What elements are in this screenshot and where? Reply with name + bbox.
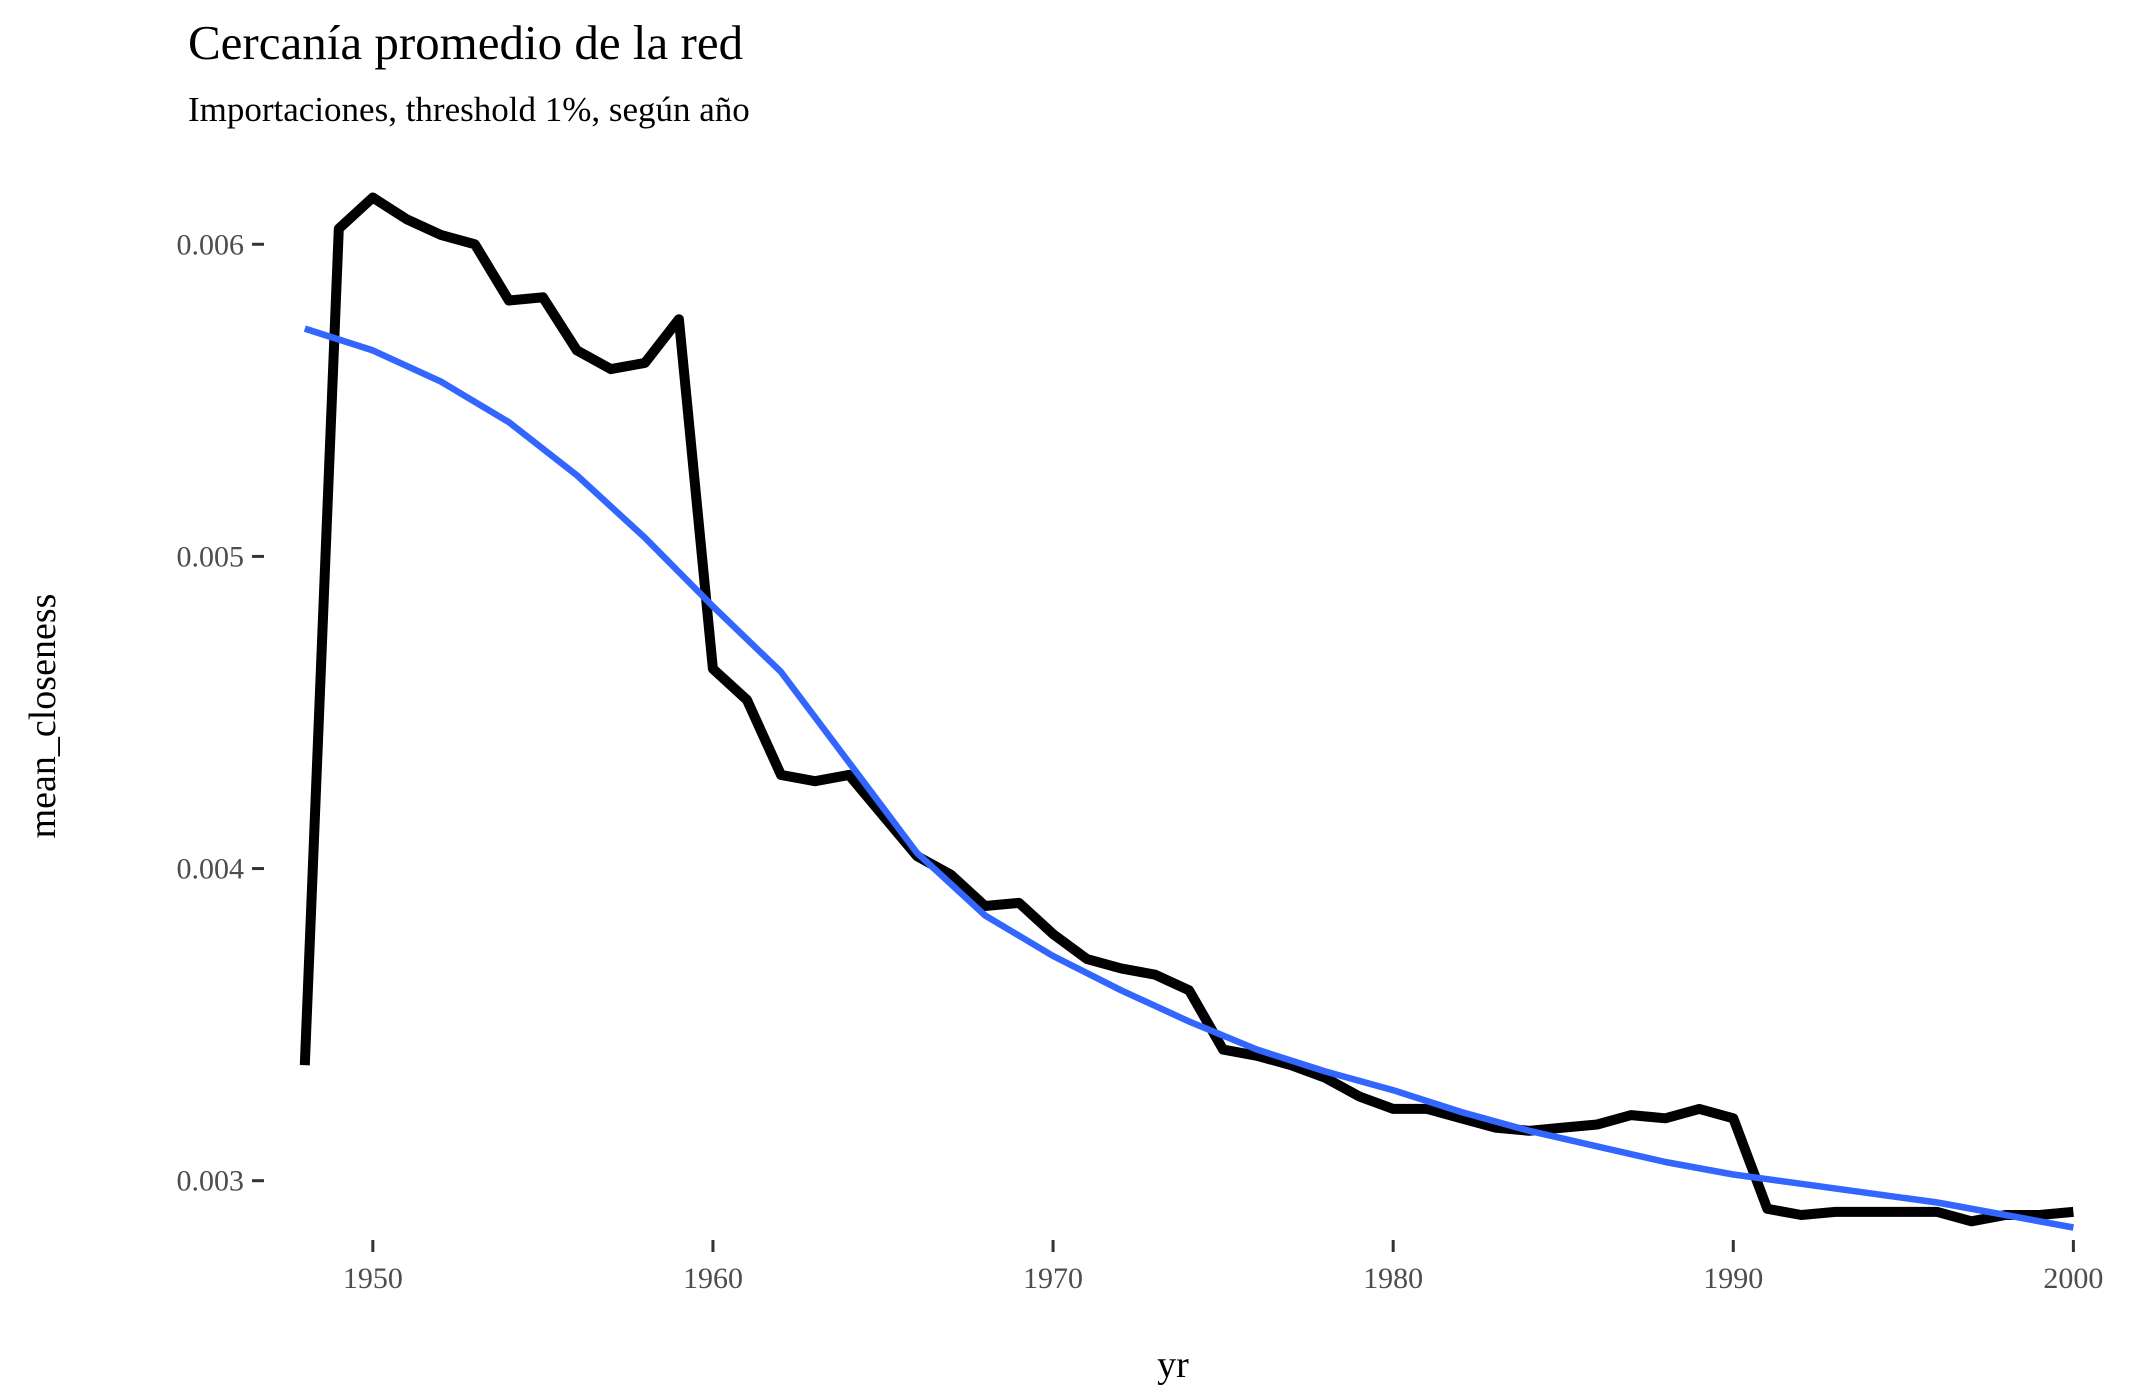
y-axis-title: mean_closeness <box>22 594 64 839</box>
y-axis: 0.003 0.004 0.005 0.006 <box>177 228 264 1198</box>
chart-subtitle: Importaciones, threshold 1%, según año <box>188 90 750 129</box>
x-axis: 1950 1960 1970 1980 1990 2000 <box>343 1240 2103 1295</box>
x-tick-label: 1980 <box>1363 1262 1423 1295</box>
x-tick-label: 1950 <box>343 1262 403 1295</box>
x-tick-label: 2000 <box>2043 1262 2103 1295</box>
y-tick-label: 0.003 <box>177 1165 245 1198</box>
y-tick-label: 0.005 <box>177 540 245 573</box>
y-tick-label: 0.004 <box>177 853 245 886</box>
series-layer <box>299 192 2074 1231</box>
x-tick-label: 1970 <box>1023 1262 1083 1295</box>
y-tick-label: 0.006 <box>177 228 245 261</box>
x-tick-label: 1990 <box>1703 1262 1763 1295</box>
chart-title: Cercanía promedio de la red <box>188 15 744 70</box>
series-line-observed <box>299 192 2074 1227</box>
x-axis-title: yr <box>1157 1344 1189 1386</box>
series-line-smooth <box>303 325 2074 1231</box>
x-tick-label: 1960 <box>683 1262 743 1295</box>
